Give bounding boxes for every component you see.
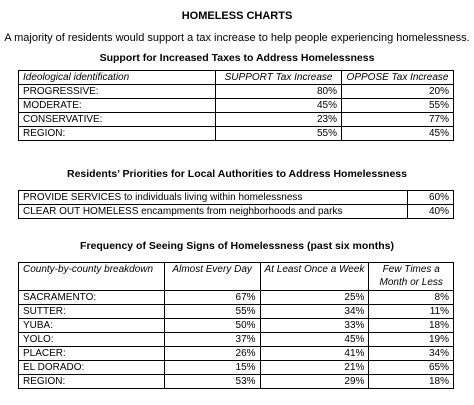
row-label: PROVIDE SERVICES to individuals living w… bbox=[17, 190, 409, 205]
table-row: MODERATE: 45% 55% bbox=[17, 98, 454, 113]
frequency-header-row: County-by-county breakdown Almost Every … bbox=[18, 262, 454, 291]
table-row: EL DORADO: 15% 21% 65% bbox=[18, 360, 454, 375]
table-row: YOLO: 37% 45% 19% bbox=[18, 332, 454, 347]
weekly-value: 33% bbox=[259, 318, 370, 333]
table-row: PLACER: 26% 41% 34% bbox=[18, 346, 454, 361]
priority-value: 40% bbox=[407, 204, 454, 219]
taxes-header-row: Ideological identification SUPPORT Tax I… bbox=[17, 70, 454, 85]
row-label: PLACER: bbox=[18, 346, 165, 361]
table-row: PROVIDE SERVICES to individuals living w… bbox=[17, 190, 454, 205]
row-label: YUBA: bbox=[18, 318, 165, 333]
monthly-value: 8% bbox=[368, 290, 454, 305]
frequency-col-monthly: Few Times a Month or Less bbox=[368, 262, 454, 291]
daily-value: 53% bbox=[163, 374, 261, 389]
support-value: 55% bbox=[215, 126, 342, 141]
oppose-value: 45% bbox=[341, 126, 454, 141]
row-label: PROGRESSIVE: bbox=[17, 84, 217, 99]
frequency-table: County-by-county breakdown Almost Every … bbox=[18, 262, 454, 389]
table-row: CONSERVATIVE: 23% 77% bbox=[17, 112, 454, 127]
weekly-value: 25% bbox=[259, 290, 370, 305]
row-label: REGION: bbox=[17, 126, 217, 141]
frequency-table-heading: Frequency of Seeing Signs of Homelessnes… bbox=[80, 240, 394, 252]
oppose-value: 55% bbox=[341, 98, 454, 113]
row-label: REGION: bbox=[18, 374, 165, 389]
daily-value: 50% bbox=[163, 318, 261, 333]
table-row: PROGRESSIVE: 80% 20% bbox=[17, 84, 454, 99]
monthly-value: 34% bbox=[368, 346, 454, 361]
daily-value: 26% bbox=[163, 346, 261, 361]
taxes-table-heading: Support for Increased Taxes to Address H… bbox=[99, 52, 375, 64]
priorities-table: PROVIDE SERVICES to individuals living w… bbox=[17, 190, 454, 219]
priorities-table-heading: Residents’ Priorities for Local Authorit… bbox=[67, 168, 407, 180]
row-label: SACRAMENTO: bbox=[18, 290, 165, 305]
monthly-value: 11% bbox=[368, 304, 454, 319]
monthly-value: 18% bbox=[368, 318, 454, 333]
row-label: SUTTER: bbox=[18, 304, 165, 319]
row-label: MODERATE: bbox=[17, 98, 217, 113]
weekly-value: 41% bbox=[259, 346, 370, 361]
monthly-value: 19% bbox=[368, 332, 454, 347]
table-row: CLEAR OUT HOMELESS encampments from neig… bbox=[17, 204, 454, 219]
frequency-col-weekly: At Least Once a Week bbox=[259, 262, 370, 291]
page-subtitle: A majority of residents would support a … bbox=[4, 32, 470, 44]
table-row: YUBA: 50% 33% 18% bbox=[18, 318, 454, 333]
priority-value: 60% bbox=[407, 190, 454, 205]
taxes-table: Ideological identification SUPPORT Tax I… bbox=[17, 70, 454, 141]
frequency-col-daily: Almost Every Day bbox=[163, 262, 261, 291]
monthly-value: 65% bbox=[368, 360, 454, 375]
support-value: 23% bbox=[215, 112, 342, 127]
daily-value: 37% bbox=[163, 332, 261, 347]
oppose-value: 77% bbox=[341, 112, 454, 127]
support-value: 45% bbox=[215, 98, 342, 113]
row-label: YOLO: bbox=[18, 332, 165, 347]
row-label: CONSERVATIVE: bbox=[17, 112, 217, 127]
monthly-value: 18% bbox=[368, 374, 454, 389]
daily-value: 67% bbox=[163, 290, 261, 305]
row-label: EL DORADO: bbox=[18, 360, 165, 375]
daily-value: 55% bbox=[163, 304, 261, 319]
weekly-value: 21% bbox=[259, 360, 370, 375]
table-row: SACRAMENTO: 67% 25% 8% bbox=[18, 290, 454, 305]
taxes-col-support: SUPPORT Tax Increase bbox=[215, 70, 342, 85]
page-title: HOMELESS CHARTS bbox=[181, 10, 293, 22]
daily-value: 15% bbox=[163, 360, 261, 375]
taxes-col-oppose: OPPOSE Tax Increase bbox=[341, 70, 454, 85]
table-row: REGION: 53% 29% 18% bbox=[18, 374, 454, 389]
oppose-value: 20% bbox=[341, 84, 454, 99]
taxes-col-ideology: Ideological identification bbox=[17, 70, 217, 85]
row-label: CLEAR OUT HOMELESS encampments from neig… bbox=[17, 204, 409, 219]
support-value: 80% bbox=[215, 84, 342, 99]
table-row: REGION: 55% 45% bbox=[17, 126, 454, 141]
frequency-col-county: County-by-county breakdown bbox=[18, 262, 165, 291]
weekly-value: 45% bbox=[259, 332, 370, 347]
weekly-value: 29% bbox=[259, 374, 370, 389]
table-row: SUTTER: 55% 34% 11% bbox=[18, 304, 454, 319]
weekly-value: 34% bbox=[259, 304, 370, 319]
